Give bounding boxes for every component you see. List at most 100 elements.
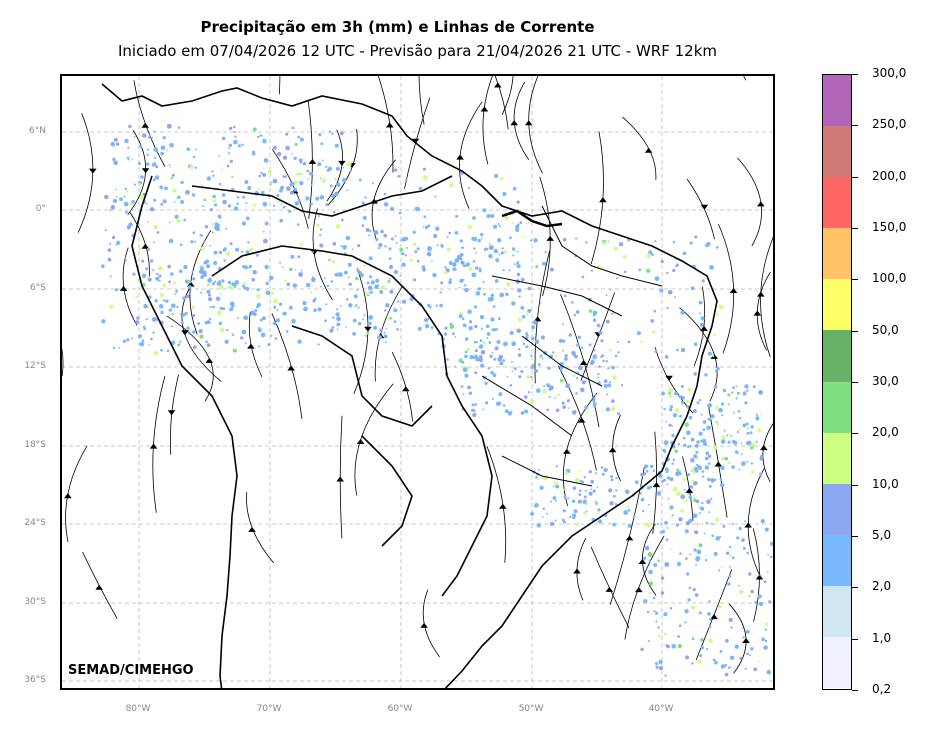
- precip-cell: [695, 469, 699, 473]
- precip-cell: [493, 357, 497, 361]
- streamlines: [62, 76, 773, 674]
- precip-cell: [140, 195, 145, 200]
- streamline-arrow: [729, 287, 738, 293]
- precip-cell: [517, 317, 523, 322]
- precip-cell: [706, 241, 711, 246]
- precip-cell: [488, 341, 492, 344]
- precip-cell: [160, 151, 164, 156]
- precip-cell: [413, 278, 416, 282]
- colorbar-tick: [852, 536, 858, 537]
- streamline-arrow: [546, 235, 554, 241]
- precip-cell: [176, 218, 181, 223]
- precip-cell: [254, 309, 258, 312]
- precip-cell: [684, 422, 689, 427]
- streamline: [590, 131, 604, 265]
- precip-cell: [670, 515, 674, 518]
- precip-cell: [502, 269, 505, 272]
- precip-cell: [187, 285, 192, 289]
- precip-cell: [583, 511, 587, 515]
- colorbar-label: 0,2: [872, 682, 892, 696]
- precip-cell: [346, 161, 352, 167]
- precip-cell: [377, 284, 380, 287]
- precip-cell: [541, 357, 544, 360]
- precip-cell: [495, 258, 500, 263]
- streamline: [189, 229, 212, 335]
- precip-cell: [212, 174, 215, 177]
- precip-cell: [124, 256, 127, 259]
- precip-cell: [358, 178, 362, 182]
- precip-cell: [572, 515, 576, 519]
- precip-cell: [738, 584, 740, 587]
- precip-cell: [679, 552, 682, 555]
- streamline-arrow: [149, 443, 158, 449]
- precip-cell: [263, 238, 268, 244]
- precip-cell: [497, 238, 502, 243]
- streamline-arrow: [665, 375, 673, 381]
- precip-cell: [700, 637, 704, 642]
- streamline-arrow: [744, 522, 752, 528]
- precip-cell: [335, 224, 341, 229]
- precip-cell: [646, 268, 651, 273]
- precip-cell: [191, 193, 196, 197]
- precip-cell: [220, 293, 222, 295]
- precip-cell: [607, 367, 610, 370]
- colorbar-label: 100,0: [872, 271, 907, 286]
- colorbar-segment: [823, 585, 851, 638]
- precip-cell: [388, 257, 392, 260]
- precip-cell: [191, 305, 195, 309]
- streamline-arrow: [141, 243, 150, 249]
- precip-cell: [755, 416, 760, 421]
- precip-cell: [167, 264, 171, 269]
- precip-cell: [725, 551, 730, 555]
- precip-cell: [559, 378, 564, 383]
- precip-cell: [195, 148, 198, 151]
- precip-cell: [145, 267, 149, 271]
- precip-cell: [250, 322, 252, 325]
- precip-cell: [158, 274, 162, 278]
- precip-cell: [475, 291, 481, 296]
- precip-cell: [665, 644, 668, 647]
- precip-cell: [713, 333, 716, 337]
- precip-cell: [702, 438, 707, 443]
- precip-cell: [708, 484, 712, 488]
- precip-cell: [390, 317, 393, 320]
- streamline: [65, 445, 88, 542]
- precip-cell: [428, 305, 432, 309]
- lon-label-80w: 80°W: [125, 704, 151, 714]
- precip-cell: [176, 305, 179, 308]
- precip-cell: [547, 366, 551, 370]
- precip-cell: [365, 291, 370, 296]
- precip-cell: [245, 216, 250, 221]
- precip-cell: [242, 286, 246, 289]
- precip-cell: [511, 341, 517, 347]
- precip-cell: [692, 588, 696, 592]
- precip-cell: [172, 281, 176, 285]
- precip-cell: [720, 439, 726, 444]
- precip-cell: [279, 218, 283, 223]
- precip-cell: [498, 354, 503, 359]
- precip-cell: [334, 143, 339, 148]
- precip-cell: [687, 492, 690, 495]
- precip-cell: [680, 310, 685, 315]
- precip-cell: [682, 436, 686, 440]
- precip-cell: [330, 280, 334, 283]
- precip-cell: [199, 266, 205, 271]
- precip-cell: [267, 343, 271, 347]
- streamline-arrow: [494, 82, 502, 88]
- precip-cell: [766, 669, 772, 675]
- precip-cell: [368, 234, 371, 237]
- precip-cell: [748, 572, 752, 576]
- precip-cell: [682, 443, 687, 448]
- precip-cell: [544, 251, 547, 254]
- precip-cell: [561, 401, 565, 405]
- precip-cell: [175, 289, 179, 293]
- precip-cell: [620, 384, 624, 387]
- precip-cell: [259, 318, 263, 322]
- precip-cell: [324, 319, 327, 323]
- colorbar-label: 50,0: [872, 322, 899, 337]
- precip-cell: [464, 373, 469, 378]
- precip-cell: [458, 286, 461, 289]
- precip-cell: [664, 355, 669, 359]
- precip-cell: [357, 321, 362, 326]
- precip-cell: [479, 339, 483, 342]
